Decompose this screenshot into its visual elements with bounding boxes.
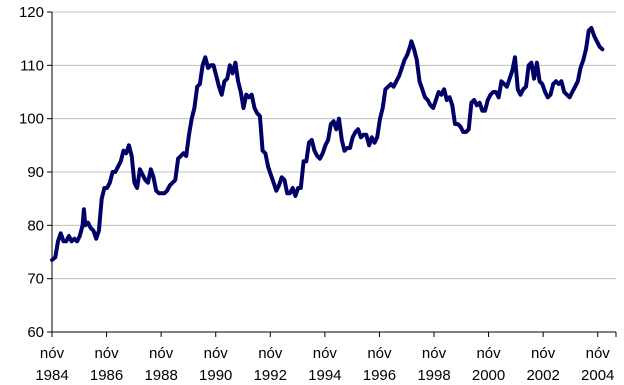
x-tick-label-year-2002: 2002 xyxy=(526,367,559,384)
x-tick-label-year-1992: 1992 xyxy=(254,367,287,384)
x-tick-label-year-1996: 1996 xyxy=(363,367,396,384)
x-tick-label-year-1988: 1988 xyxy=(144,367,177,384)
x-tick-label-month-2000: nóv xyxy=(476,345,501,362)
x-tick-label-year-1994: 1994 xyxy=(308,367,341,384)
x-tick-label-month-2004: nóv xyxy=(586,345,611,362)
x-tick-label-month-1986: nóv xyxy=(94,345,119,362)
y-tick-label-80: 80 xyxy=(27,217,44,234)
x-tick-label-month-1998: nóv xyxy=(422,345,447,362)
x-tick-label-month-1988: nóv xyxy=(149,345,174,362)
x-tick-label-month-1984: nóv xyxy=(40,345,65,362)
x-tick-label-year-2000: 2000 xyxy=(472,367,505,384)
x-tick-label-month-1992: nóv xyxy=(258,345,283,362)
x-tick-label-year-2004: 2004 xyxy=(581,367,614,384)
x-tick-label-year-1984: 1984 xyxy=(35,367,68,384)
x-tick-label-month-2002: nóv xyxy=(531,345,556,362)
y-tick-label-100: 100 xyxy=(19,111,44,128)
x-tick-label-year-1990: 1990 xyxy=(199,367,232,384)
x-tick-label-month-1990: nóv xyxy=(204,345,229,362)
x-tick-label-year-1998: 1998 xyxy=(417,367,450,384)
y-tick-label-110: 110 xyxy=(20,57,44,74)
y-tick-label-120: 120 xyxy=(19,4,44,21)
y-tick-label-70: 70 xyxy=(27,271,44,288)
x-tick-label-year-1986: 1986 xyxy=(90,367,123,384)
y-tick-label-60: 60 xyxy=(27,324,44,341)
x-tick-label-month-1996: nóv xyxy=(367,345,392,362)
x-tick-label-month-1994: nóv xyxy=(313,345,338,362)
y-tick-label-90: 90 xyxy=(27,164,44,181)
series-line-0 xyxy=(50,26,605,262)
